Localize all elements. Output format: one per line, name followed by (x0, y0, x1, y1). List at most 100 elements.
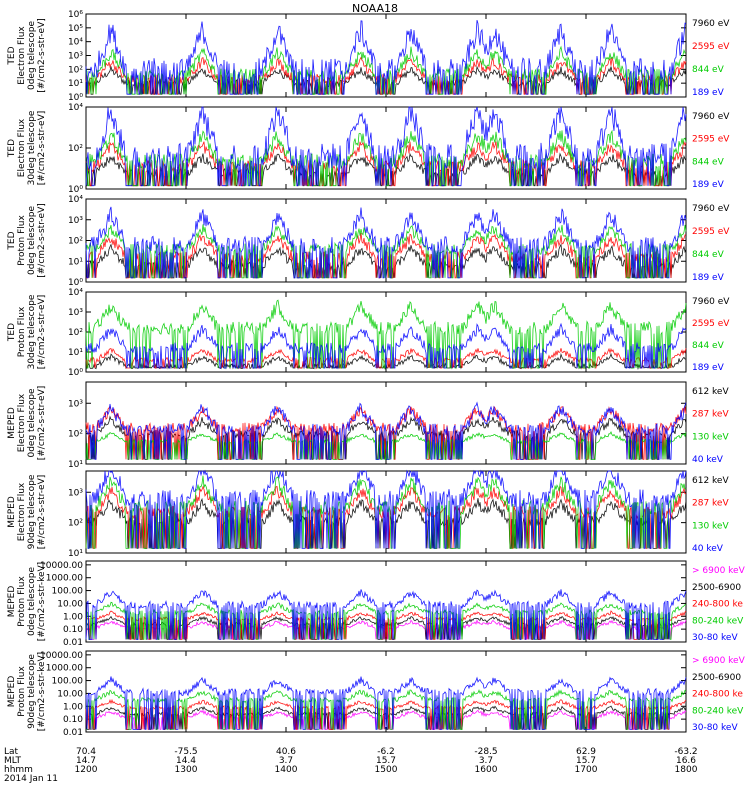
series-line-40-kev (85, 469, 687, 549)
series-line-844-ev (85, 299, 687, 369)
y-tick-label: 10¹ (68, 348, 83, 358)
y-tick-label: 10² (68, 237, 83, 247)
legend-30-80-kev: 30-80 keV (692, 723, 738, 733)
y-tick-label: 10⁰ (68, 93, 83, 103)
series-line-30-80-kev (85, 589, 687, 640)
legend-80-240-kev: 80-240 keV (692, 706, 744, 716)
legend-7960-ev: 7960 eV (692, 204, 730, 214)
panels: 10⁰ 10¹ 10² 10³ 10⁴ 10⁵ 10⁶ TEDElectron Flux0de… (7, 10, 746, 738)
y-tick-label: 10¹ (68, 79, 83, 89)
x-tick-hhmm: 1400 (275, 765, 298, 775)
y-tick-label: 10² (68, 144, 83, 154)
y-tick-label: 10³ (68, 399, 83, 409)
x-row-label: Lat (4, 747, 19, 757)
legend-2595-ev: 2595 eV (692, 227, 730, 237)
legend-2500-6900: 2500-6900 (692, 673, 741, 683)
x-tick-mlt: 15.7 (376, 756, 396, 766)
legend-7960-ev: 7960 eV (692, 19, 730, 29)
y-axis-label: MEPEDProton Flux0deg telescope[#/cm2-s-s… (7, 562, 47, 641)
legend-40-kev: 40 keV (692, 455, 724, 465)
y-tick-label: 10² (68, 519, 83, 529)
series-line-189-ev (85, 206, 687, 279)
y-tick-label: 10⁰ (68, 278, 83, 288)
y-tick-label: 10² (68, 430, 83, 440)
legend-40-kev: 40 keV (692, 544, 724, 554)
x-tick-lat: 62.9 (576, 747, 596, 757)
legend-189-ev: 189 eV (692, 273, 725, 283)
legend-189-ev: 189 eV (692, 88, 725, 98)
y-tick-label: 10⁴ (68, 103, 83, 113)
legend-130-kev: 130 keV (692, 432, 729, 442)
y-tick-label: 10⁰ (68, 185, 83, 195)
x-tick-lat: 40.6 (276, 747, 296, 757)
y-tick-label: 10000.00 (40, 651, 83, 661)
series-line-40-kev (85, 401, 687, 460)
y-tick-label: 10⁵ (68, 24, 83, 34)
y-tick-label: 10000.00 (40, 561, 83, 571)
y-tick-label: 10.00 (57, 599, 83, 609)
legend-287-kev: 287 keV (692, 410, 729, 420)
y-axis-label: MEPEDProton Flux90deg telescope[#/cm2-s-… (7, 652, 47, 731)
legend--6900-kev: > 6900 keV (692, 656, 746, 666)
y-tick-label: 100.00 (52, 677, 84, 687)
y-tick-label: 0.01 (63, 638, 83, 648)
y-tick-label: 10² (68, 328, 83, 338)
x-tick-mlt: 14.7 (76, 756, 96, 766)
legend-612-kev: 612 keV (692, 476, 729, 486)
legend-130-kev: 130 keV (692, 521, 729, 531)
panel-2: 10⁰ 10² 10⁴ TEDElectron Flux30deg telescope… (7, 103, 730, 195)
y-tick-label: 0.10 (63, 715, 83, 725)
series-line-130-kev (85, 431, 687, 460)
y-axis-label: TEDProton Flux0deg telescope[#/cm2-s-str… (7, 203, 47, 278)
series-line-2595-ev (85, 140, 687, 187)
y-tick-label: 10⁴ (68, 38, 83, 48)
y-axis-label: TEDElectron Flux0deg telescope[#/cm2-s-s… (7, 18, 47, 93)
legend-7960-ev: 7960 eV (692, 297, 730, 307)
x-tick-lat: -6.2 (377, 747, 395, 757)
panel-4: 10⁰ 10¹ 10² 10³ 10⁴ TEDProton Flux30deg teles… (7, 288, 730, 378)
y-tick-label: 1000.00 (46, 664, 83, 674)
legend-80-240-kev: 80-240 keV (692, 616, 744, 626)
series-line-189-ev (85, 322, 687, 369)
chart-title: NOAA18 (352, 2, 398, 15)
x-tick-hhmm: 1500 (375, 765, 398, 775)
series-line-189-ev (85, 106, 687, 187)
y-axis-label: TEDElectron Flux30deg telescope[#/cm2-s-… (7, 110, 47, 185)
y-tick-label: 10.00 (57, 689, 83, 699)
y-tick-label: 10⁴ (68, 288, 83, 298)
x-tick-hhmm: 1300 (175, 765, 198, 775)
y-tick-label: 10¹ (68, 257, 83, 267)
y-tick-label: 10² (68, 65, 83, 75)
y-tick-label: 10¹ (68, 460, 83, 470)
legend-240-800-ke: 240-800 ke (692, 690, 743, 700)
series-line-189-ev (85, 19, 687, 95)
legend-844-ev: 844 eV (692, 157, 725, 167)
y-axis-label: MEPEDElectron Flux90deg telescope[#/cm2-… (7, 474, 47, 549)
y-tick-label: 10⁶ (68, 10, 83, 20)
y-tick-label: 10³ (68, 52, 83, 62)
legend-2595-ev: 2595 eV (692, 42, 730, 52)
x-tick-lat: -75.5 (174, 747, 197, 757)
y-tick-label: 100.00 (52, 587, 84, 597)
y-tick-label: 10⁴ (68, 195, 83, 205)
series-line-30-80-kev (85, 676, 687, 730)
legend-2500-6900: 2500-6900 (692, 583, 741, 593)
legend-7960-ev: 7960 eV (692, 112, 730, 122)
series-line-80-240-kev (85, 601, 687, 640)
y-tick-label: 10¹ (68, 549, 83, 559)
y-tick-label: 10³ (68, 308, 83, 318)
panel-5: 10¹ 10² 10³ MEPEDElectron Flux0deg telescop… (7, 381, 729, 470)
legend-287-kev: 287 keV (692, 499, 729, 509)
legend-844-ev: 844 eV (692, 65, 725, 75)
y-tick-label: 0.10 (63, 625, 83, 635)
x-row-label: MLT (4, 756, 22, 766)
x-tick-mlt: 14.4 (176, 756, 196, 766)
x-tick-lat: -63.2 (674, 747, 697, 757)
x-tick-mlt: 3.7 (479, 756, 493, 766)
legend-240-800-ke: 240-800 ke (692, 600, 743, 610)
y-tick-label: 1.00 (63, 612, 83, 622)
panel-1: 10⁰ 10¹ 10² 10³ 10⁴ 10⁵ 10⁶ TEDElectron Flux0de… (7, 10, 730, 103)
y-tick-label: 1000.00 (46, 574, 83, 584)
